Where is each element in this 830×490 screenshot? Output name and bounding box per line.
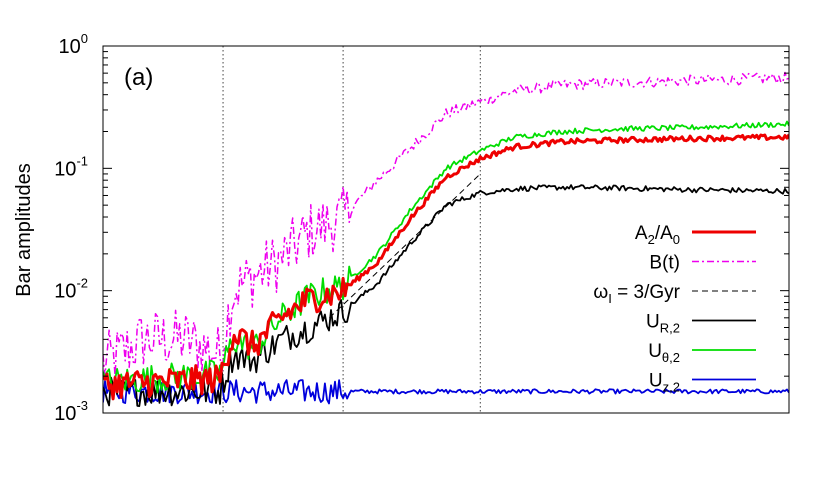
y-tick-label: 10-2 bbox=[54, 276, 88, 303]
panel-label: (a) bbox=[124, 64, 153, 91]
y-tick-label: 10-3 bbox=[54, 398, 88, 425]
y-axis-ticks: 100 10-1 10-2 10-3 bbox=[54, 31, 789, 425]
legend: A2/A0 B(t) ωI = 3/Gyr UR,2 Uθ,2 Uz,2 bbox=[593, 223, 756, 395]
y-tick-label: 10-1 bbox=[54, 153, 88, 180]
legend-label-ur: UR,2 bbox=[646, 312, 680, 336]
series-a2 bbox=[103, 133, 789, 401]
data-series bbox=[103, 71, 789, 407]
legend-label-ut: Uθ,2 bbox=[648, 341, 680, 365]
y-tick-label: 100 bbox=[59, 31, 88, 58]
legend-label-a2: A2/A0 bbox=[635, 223, 680, 247]
legend-label-fit: ωI = 3/Gyr bbox=[593, 282, 680, 306]
legend-label-uz: Uz,2 bbox=[649, 371, 680, 395]
series-bt bbox=[103, 71, 789, 378]
series-ut bbox=[103, 120, 789, 394]
series-ur bbox=[103, 184, 789, 407]
y-axis-title: Bar amplitudes bbox=[13, 163, 35, 296]
legend-label-bt: B(t) bbox=[649, 253, 680, 274]
series-fit bbox=[329, 173, 481, 319]
vertical-marker-lines bbox=[222, 46, 481, 413]
plot-frame bbox=[102, 45, 790, 414]
